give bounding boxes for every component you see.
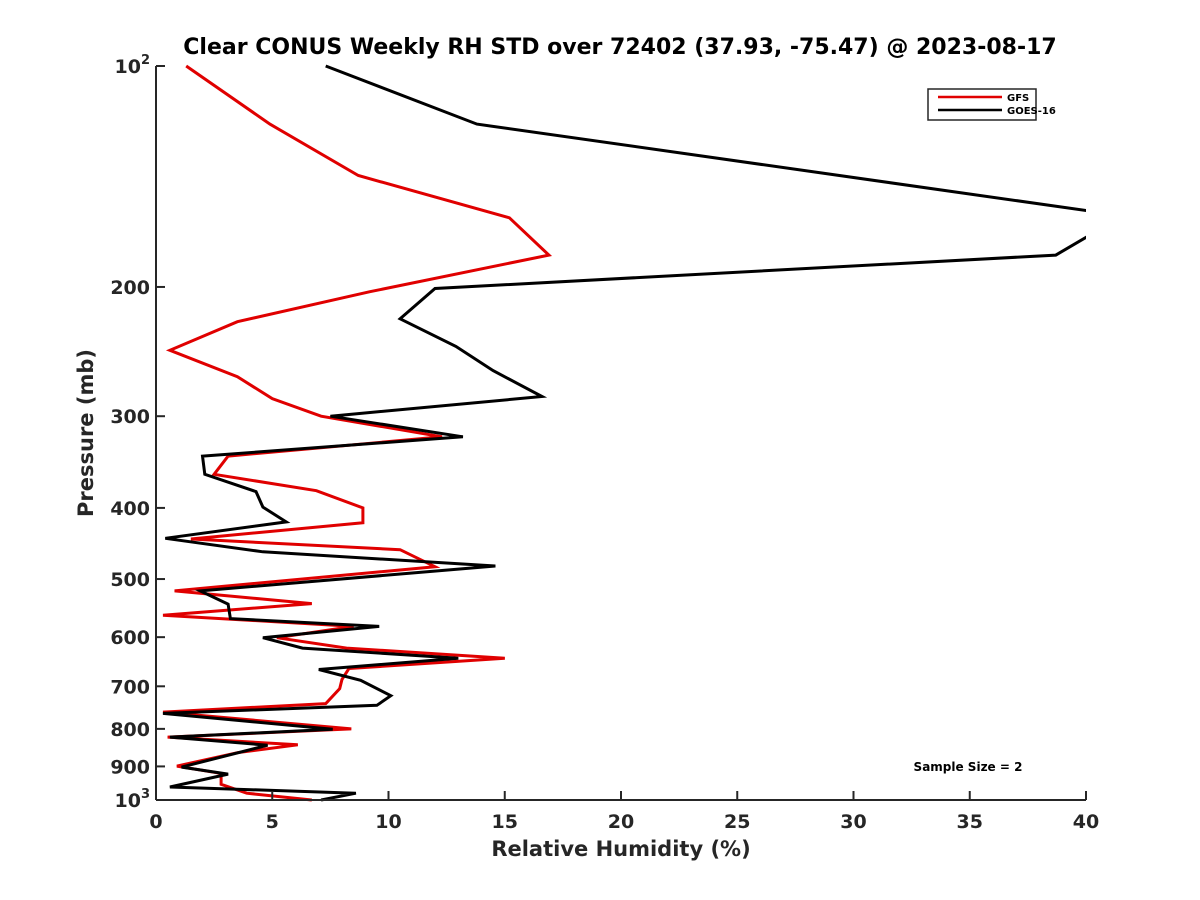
x-tick-label: 30 bbox=[840, 811, 866, 833]
y-tick-label: 800 bbox=[110, 719, 150, 741]
x-tick-label: 15 bbox=[492, 811, 518, 833]
y-tick-label: 500 bbox=[110, 569, 150, 591]
sample-size-annotation: Sample Size = 2 bbox=[914, 760, 1023, 774]
chart-title: Clear CONUS Weekly RH STD over 72402 (37… bbox=[183, 35, 1056, 60]
x-tick-label: 35 bbox=[957, 811, 983, 833]
y-tick-label: 700 bbox=[110, 676, 150, 698]
y-tick-label: 400 bbox=[110, 498, 150, 520]
series-line-gfs bbox=[162, 64, 553, 802]
y-tick-label: 200 bbox=[110, 277, 150, 299]
x-tick-label: 5 bbox=[266, 811, 279, 833]
series-layer bbox=[162, 64, 1086, 802]
series-line-goes16 bbox=[162, 64, 1086, 802]
x-tick-label: 0 bbox=[149, 811, 162, 833]
x-ticks: 0 5 10 15 20 25 30 35 40 bbox=[149, 791, 1099, 833]
y-tick-label: 102 bbox=[115, 53, 151, 78]
x-axis-label: Relative Humidity (%) bbox=[491, 837, 750, 861]
legend: GFS GOES-16 bbox=[927, 88, 1056, 121]
x-tick-label: 20 bbox=[608, 811, 634, 833]
x-tick-label: 40 bbox=[1073, 811, 1099, 833]
y-tick-label: 300 bbox=[110, 406, 150, 428]
y-tick-label: 900 bbox=[110, 756, 150, 778]
y-ticks: 102 200 300 400 500 600 700 800 900 103 bbox=[110, 53, 165, 812]
x-tick-label: 10 bbox=[375, 811, 401, 833]
y-tick-label: 600 bbox=[110, 627, 150, 649]
y-axis-label: Pressure (mb) bbox=[74, 349, 98, 517]
legend-label-goes16: GOES-16 bbox=[1007, 106, 1056, 117]
axes bbox=[155, 66, 1086, 801]
y-tick-label: 103 bbox=[115, 787, 151, 812]
legend-label-gfs: GFS bbox=[1007, 93, 1029, 104]
legend-box bbox=[927, 88, 1037, 121]
x-tick-label: 25 bbox=[724, 811, 750, 833]
